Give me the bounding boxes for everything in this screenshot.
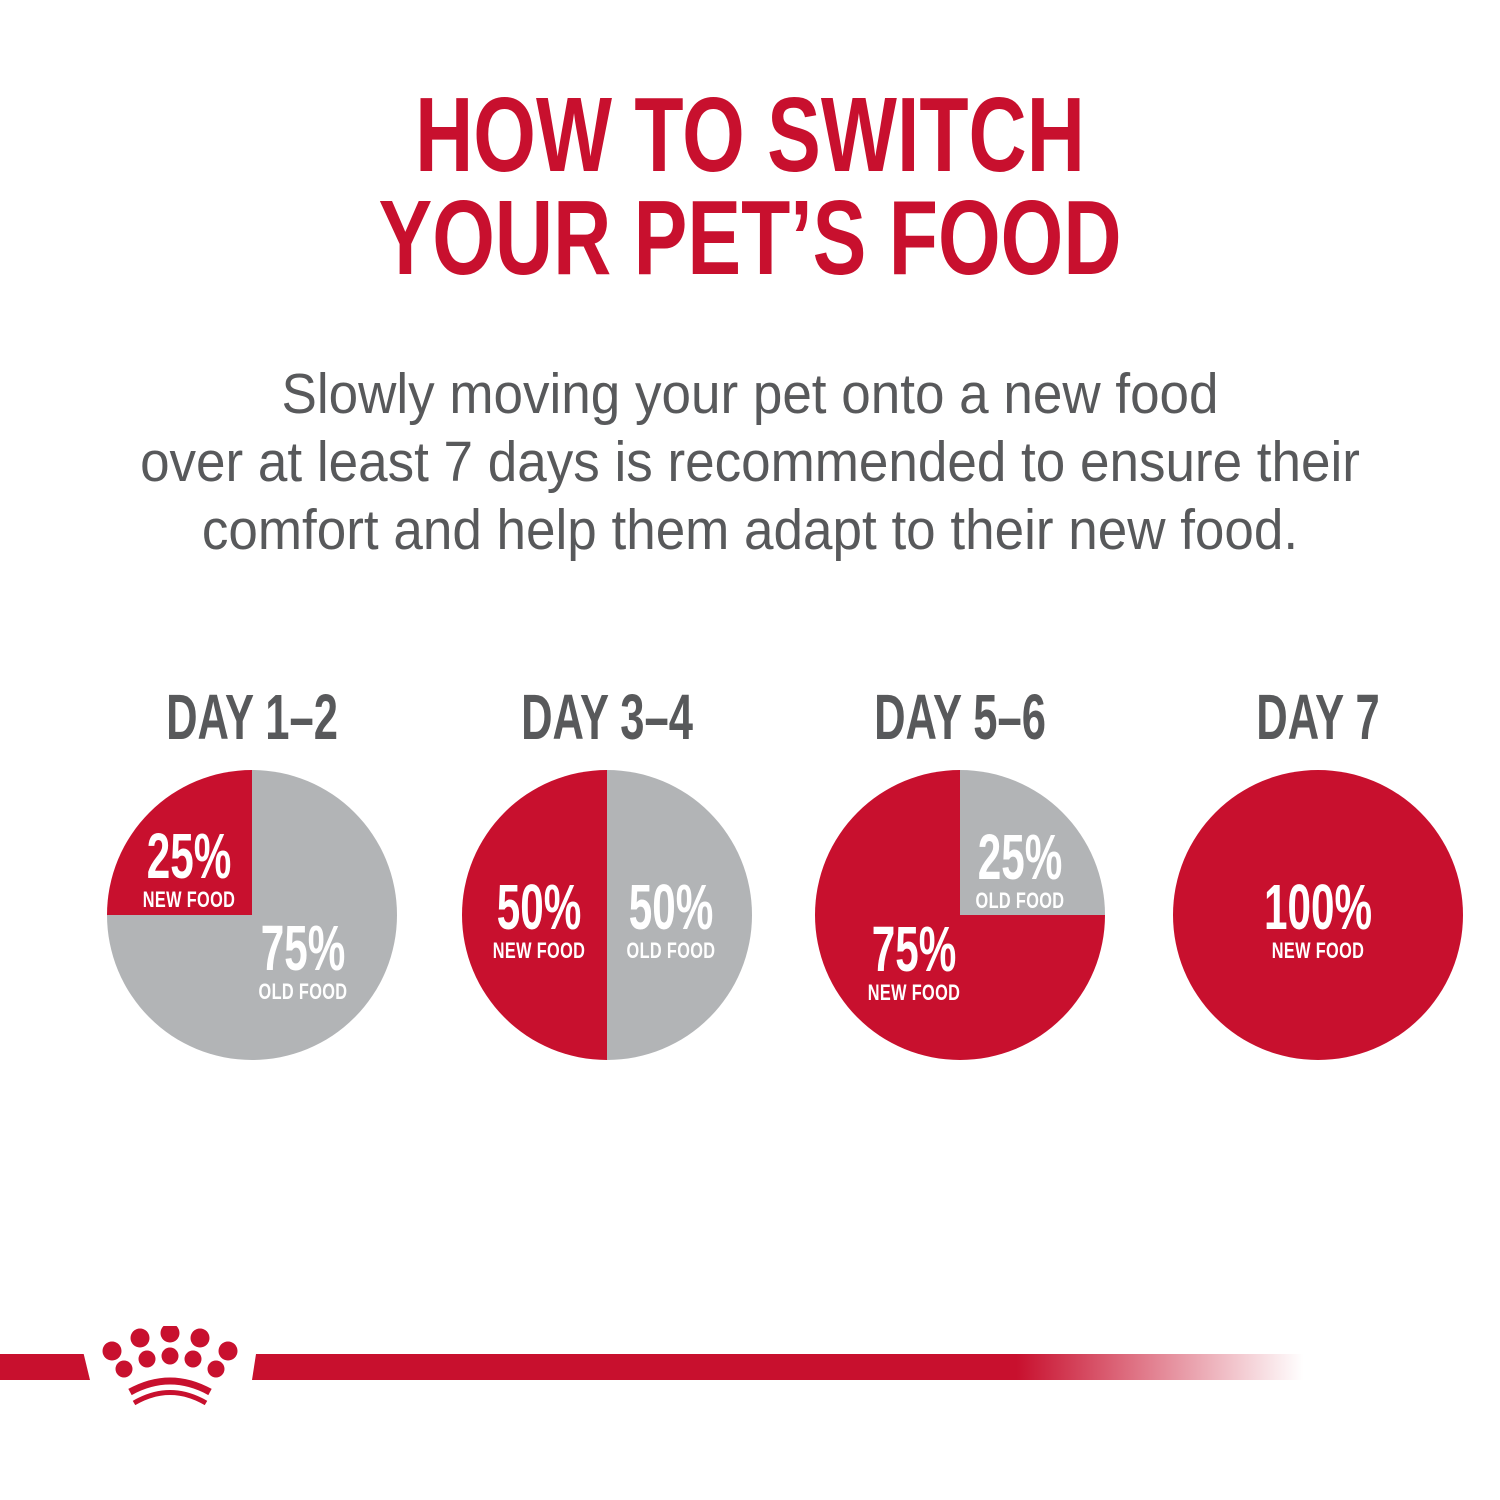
slice-percent: 75% [260,912,346,984]
old-food-slice-label: 75% OLD FOOD [239,912,367,1005]
royal-canin-crown-icon [102,1326,238,1406]
day-1-2-label: DAY 1–2 [166,681,338,753]
day-3-4-pie: 50% NEW FOOD 50% OLD FOOD [462,770,752,1060]
day-1-2-pie: 25% NEW FOOD 75% OLD FOOD [107,770,397,1060]
slice-name: OLD FOOD [626,938,716,963]
slice-name: NEW FOOD [867,980,961,1005]
new-food-slice-label: 25% NEW FOOD [125,820,253,913]
new-food-slice-label: 75% NEW FOOD [850,913,978,1006]
intro-text: Slowly moving your pet onto a new food o… [0,360,1500,564]
intro-line-1: Slowly moving your pet onto a new food [281,362,1219,426]
title-line-2: YOUR PET’S FOOD [378,179,1122,297]
day-5-6-pie: 25% OLD FOOD 75% NEW FOOD [815,770,1105,1060]
day-7-chart: DAY 7 100% NEW FOOD [1173,681,1463,1060]
day-3-4-label: DAY 3–4 [521,681,693,753]
old-food-slice-label: 25% OLD FOOD [956,821,1084,914]
slice-percent: 50% [496,871,582,943]
slice-percent: 75% [871,913,957,985]
slice-name: NEW FOOD [492,938,586,963]
new-food-slice-label: 50% NEW FOOD [475,871,603,964]
slice-percent: 25% [977,821,1063,893]
day-3-4-chart: DAY 3–4 50% NEW FOOD 50% OLD FOOD [462,681,752,1060]
page-title: HOW TO SWITCH YOUR PET’S FOOD [0,76,1500,297]
slice-percent: 50% [628,871,714,943]
slice-name: NEW FOOD [142,887,236,912]
slice-name: OLD FOOD [258,979,348,1004]
intro-line-3: comfort and help them adapt to their new… [201,498,1299,562]
day-5-6-chart: DAY 5–6 25% OLD FOOD 75% NEW FOOD [815,681,1105,1060]
slice-percent: 100% [1263,871,1373,943]
old-food-slice-label: 50% OLD FOOD [607,871,735,964]
slice-name: OLD FOOD [975,888,1065,913]
slice-name: NEW FOOD [1271,938,1365,963]
intro-line-2: over at least 7 days is recommended to e… [140,430,1360,494]
day-1-2-chart: DAY 1–2 25% NEW FOOD 75% OLD FOOD [107,681,397,1060]
footer-rule-left [0,1354,90,1380]
slice-percent: 25% [146,820,232,892]
new-food-slice-label: 100% NEW FOOD [1236,871,1400,964]
day-5-6-label: DAY 5–6 [874,681,1046,753]
footer-rule-right [252,1354,1314,1380]
title-line-1: HOW TO SWITCH [415,76,1085,194]
day-7-pie: 100% NEW FOOD [1173,770,1463,1060]
day-7-label: DAY 7 [1256,681,1380,753]
